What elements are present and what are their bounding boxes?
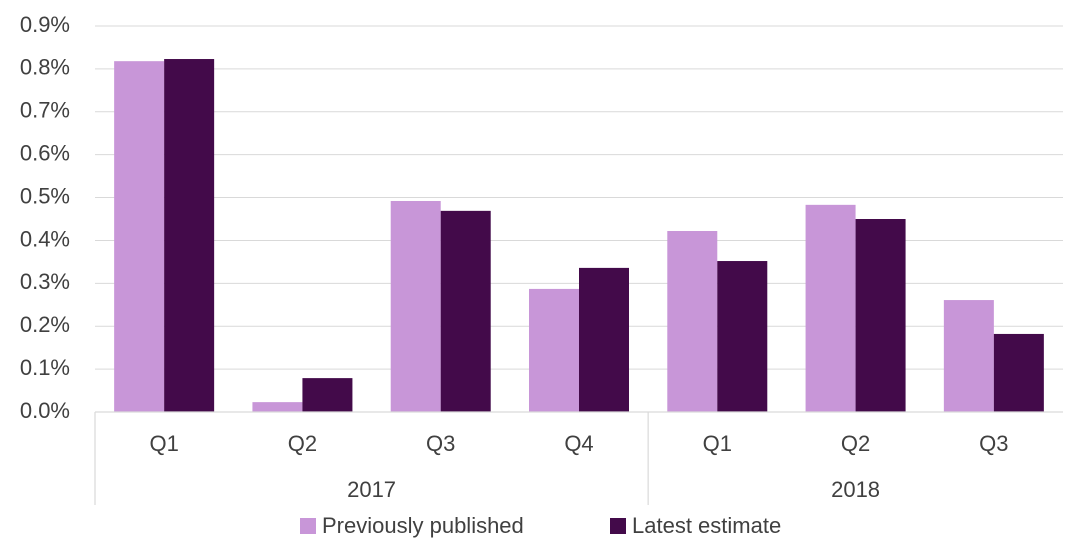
x-tick-label: Q1 [149,431,178,456]
bar [943,300,994,412]
y-tick-label: 0.0% [20,398,70,423]
bar [252,402,303,412]
x-tick-label: Q3 [426,431,455,456]
y-tick-label: 0.1% [20,355,70,380]
bar [805,204,856,412]
x-tick-label: Q4 [564,431,593,456]
bar [717,261,768,412]
x-tick-label: Q1 [703,431,732,456]
bar [667,231,718,412]
y-tick-label: 0.9% [20,12,70,37]
y-tick-label: 0.6% [20,140,70,165]
y-tick-label: 0.7% [20,98,70,123]
x-tick-label: Q2 [841,431,870,456]
bar [579,267,629,412]
bar [390,200,441,412]
legend-swatch [300,518,316,534]
bar [440,210,491,412]
y-tick-label: 0.2% [20,312,70,337]
y-tick-label: 0.4% [20,226,70,251]
legend-label: Latest estimate [632,513,781,538]
group-label: 2017 [347,477,396,502]
bar [529,288,579,412]
legend-label: Previously published [322,513,524,538]
legend-swatch [610,518,626,534]
bar [302,378,353,412]
bar [114,61,165,413]
x-tick-label: Q2 [288,431,317,456]
y-tick-label: 0.5% [20,183,70,208]
bar [855,219,906,412]
y-tick-label: 0.8% [20,55,70,80]
y-tick-label: 0.3% [20,269,70,294]
group-label: 2018 [831,477,880,502]
bar [164,59,215,412]
bar [993,333,1044,412]
x-tick-label: Q3 [979,431,1008,456]
